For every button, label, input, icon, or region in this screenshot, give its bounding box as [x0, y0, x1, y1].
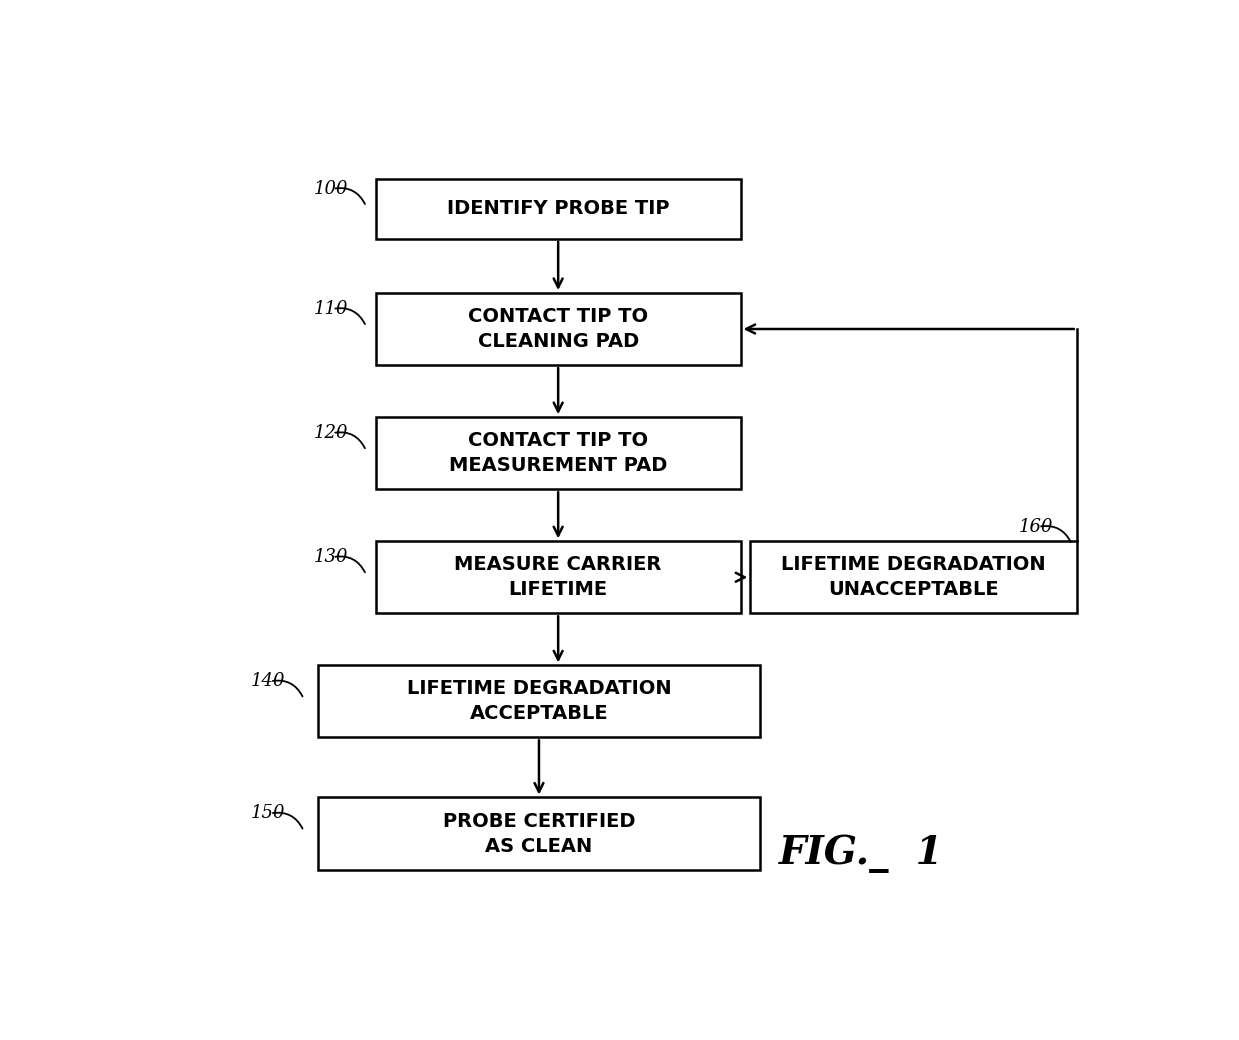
Text: 120: 120: [313, 424, 348, 442]
Text: CONTACT TIP TO
CLEANING PAD: CONTACT TIP TO CLEANING PAD: [468, 307, 648, 352]
Text: 150: 150: [250, 805, 285, 823]
Text: LIFETIME DEGRADATION
ACCEPTABLE: LIFETIME DEGRADATION ACCEPTABLE: [406, 679, 672, 724]
Text: FIG._  1: FIG._ 1: [779, 834, 944, 873]
Text: MEASURE CARRIER
LIFETIME: MEASURE CARRIER LIFETIME: [455, 555, 662, 599]
Text: IDENTIFY PROBE TIP: IDENTIFY PROBE TIP: [447, 200, 669, 218]
Text: LIFETIME DEGRADATION
UNACCEPTABLE: LIFETIME DEGRADATION UNACCEPTABLE: [781, 555, 1046, 599]
Bar: [751, 541, 1077, 614]
Text: CONTACT TIP TO
MEASUREMENT PAD: CONTACT TIP TO MEASUREMENT PAD: [449, 432, 668, 475]
Text: 110: 110: [313, 300, 348, 318]
Bar: [375, 293, 741, 365]
Bar: [375, 179, 741, 239]
Text: PROBE CERTIFIED
AS CLEAN: PROBE CERTIFIED AS CLEAN: [442, 811, 636, 856]
Bar: [318, 666, 760, 737]
Text: 130: 130: [313, 548, 348, 566]
Text: 140: 140: [250, 672, 285, 691]
Bar: [375, 541, 741, 614]
Text: 160: 160: [1018, 518, 1053, 536]
Bar: [318, 798, 760, 869]
Bar: [375, 417, 741, 489]
Text: 100: 100: [313, 180, 348, 198]
